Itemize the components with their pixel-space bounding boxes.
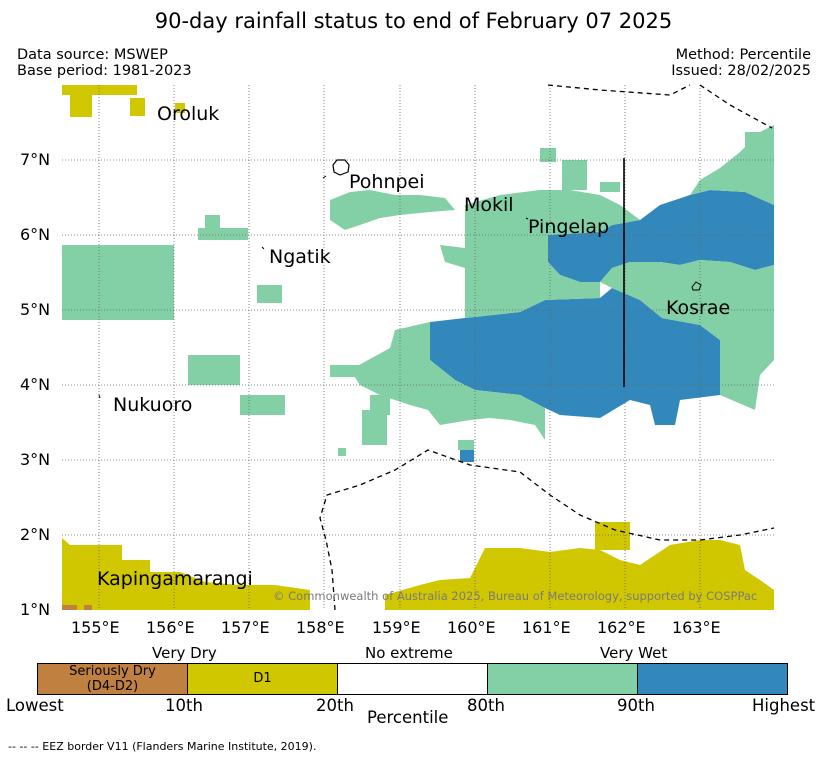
eez-border-north [547,84,773,129]
lat-tick-label: 3°N [20,450,51,469]
legend-category-very-dry: Very Dry [152,644,217,662]
map-title: 90-day rainfall status to end of Februar… [154,9,673,33]
wet-south-cell [458,440,474,450]
legend-swatch-label: (D4-D2) [86,679,139,694]
d1-oroluk-cells-1 [62,85,137,95]
legend-label-80th: 80th [467,696,505,715]
wet-north-cells-1 [540,148,556,162]
lon-tick-label: 158°E [296,618,345,637]
method-text: Method: Percentile [675,47,811,63]
legend-axis-title: Percentile [367,708,449,727]
lon-tick-label: 157°E [221,618,270,637]
very-wet-east-region [548,190,774,282]
wet-north-cells-2 [562,160,587,190]
lon-tick-label: 163°E [672,618,721,637]
legend-swatch-label: D1 [253,671,272,686]
legend-swatch-very-wet [637,663,788,695]
d1-southeast-cells [595,522,630,550]
eez-footnote: -- -- -- EEZ border V11 (Flanders Marine… [8,740,317,753]
place-label-pingelap: Pingelap [528,216,610,238]
d1-oroluk-cells-2 [70,95,92,117]
legend-swatch-d1: D1 [187,663,338,695]
legend-label-20th: 20th [316,696,354,715]
pohnpei-island-outline [332,159,350,176]
wet-north-cells-3 [600,182,620,192]
wet-west-region [62,245,174,320]
wet-pohnpei-region [330,190,455,230]
very-wet-regions [62,132,774,462]
lon-tick-label: 162°E [597,618,646,637]
legend-swatch-wet [487,663,638,695]
place-label-kosrae: Kosrae [666,297,731,319]
legend-label-10th: 10th [165,696,203,715]
ngatik-marker [261,246,265,250]
wet-mokil-region [440,190,640,318]
lat-tick-label: 4°N [20,375,51,394]
lat-tick-label: 1°N [20,600,51,619]
wet-main-region [350,322,545,440]
lon-tick-label: 160°E [447,618,496,637]
legend-label-highest: Highest [752,696,816,715]
base-period-text: Base period: 1981-2023 [17,63,192,79]
nukuoro-marker [98,394,101,399]
d1-regions [62,85,774,610]
very-wet-south-cell [460,448,474,462]
wet-ngatik-north-cells-1 [198,228,248,240]
place-label-ngatik: Ngatik [269,246,331,268]
d1-south-region [385,540,774,610]
island-markers [98,159,702,399]
legend-swatch-seriously-dry: Seriously Dry (D4-D2) [37,663,188,695]
lat-tick-label: 5°N [20,300,51,319]
wet-regions [62,125,774,456]
lat-tick-label: 7°N [20,150,51,169]
eez-borders [319,84,775,611]
wet-small-cell [338,448,346,456]
place-label-oroluk: Oroluk [157,103,220,125]
very-wet-central-region [430,288,720,425]
place-label-nukuoro: Nukuoro [113,394,193,416]
wet-central-south-cells-2 [370,395,390,415]
d1-oroluk-cells-3 [130,98,145,116]
lat-tick-label: 6°N [20,225,51,244]
lon-tick-label: 155°E [71,618,120,637]
legend-label-lowest: Lowest [6,696,64,715]
wet-kosrae-region [600,260,774,410]
wet-central-west-cells-2 [240,395,285,415]
wet-central-south-cells-1 [362,410,387,445]
wet-ngatik-north-cells-2 [205,215,220,230]
copyright-text: © Commonwealth of Australia 2025, Bureau… [273,589,758,603]
pohnpei-islet-marker [322,175,327,179]
lon-tick-label: 156°E [146,618,195,637]
eez-border-south [319,449,775,611]
legend-swatch-no-extreme [337,663,488,695]
lat-tick-label: 2°N [20,525,51,544]
wet-northeast-cells [745,132,760,147]
d1-oroluk-cells-4 [175,103,185,113]
gridlines [62,85,774,610]
legend-swatch-label: Seriously Dry [69,664,156,679]
legend-category-no-extreme: No extreme [365,644,453,662]
lon-tick-label: 161°E [522,618,571,637]
legend-category-very-wet: Very Wet [600,644,668,662]
place-label-mokil: Mokil [464,194,514,216]
kosrae-island-outline [691,281,702,291]
pingelap-marker [525,217,529,220]
wet-central-west-cells-3 [330,365,360,377]
wet-east-margin-region [660,125,774,205]
wet-ngatik-south-cells [257,285,282,303]
legend-label-90th: 90th [617,696,655,715]
lon-tick-label: 159°E [372,618,421,637]
place-label-kapingamarangi: Kapingamarangi [97,568,253,590]
d1-kapingamarangi-region [62,538,310,610]
place-label-pohnpei: Pohnpei [349,171,425,193]
wet-central-west-cells-1 [188,355,240,385]
data-source-text: Data source: MSWEP [17,47,168,63]
issued-text: Issued: 28/02/2025 [671,63,811,79]
seriously-dry-cells [62,605,92,610]
